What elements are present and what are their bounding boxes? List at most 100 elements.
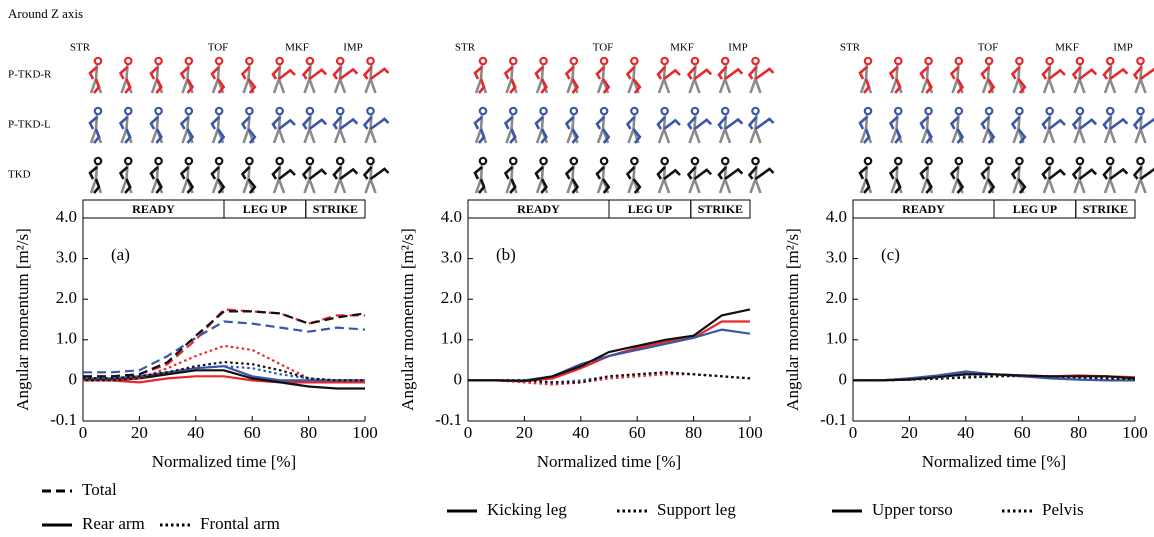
x-tick-label: 20 (901, 423, 918, 442)
figure-limb (595, 166, 611, 194)
stick-figure (88, 56, 103, 94)
figure-limb (88, 166, 101, 194)
figure-head (508, 106, 518, 116)
figure-limb (149, 116, 163, 144)
figure-limb (534, 166, 548, 194)
phase-box (1075, 199, 1136, 219)
figure-head (1105, 106, 1115, 116)
stick-figure (686, 156, 713, 194)
figure-limb (503, 66, 517, 94)
figure-head (1105, 56, 1115, 66)
figure-limb (362, 166, 390, 181)
row-label: TKD (8, 169, 31, 181)
stick-figure (1102, 106, 1129, 144)
figure-head (93, 56, 103, 66)
figure-limb (362, 116, 390, 131)
stick-figure (534, 106, 549, 144)
x-tick-label: 100 (737, 423, 763, 442)
stick-figure (919, 56, 934, 94)
figure-limb (858, 116, 871, 144)
figure-head (630, 156, 639, 166)
y-tick-label: 0 (69, 369, 78, 388)
stick-figure (179, 56, 195, 94)
figure-limb (919, 166, 933, 194)
stick-figure (625, 56, 642, 94)
figure-limb (1041, 116, 1066, 131)
y-tick-label: -0.1 (820, 410, 847, 429)
stick-figure (686, 56, 713, 94)
figure-limb (210, 166, 226, 194)
figure-limb (858, 66, 871, 94)
stick-figure (88, 156, 103, 194)
figure-limb (271, 66, 296, 81)
figure-head (154, 106, 163, 116)
legend-label: Kicking leg (487, 500, 567, 519)
event-label: STR (70, 42, 91, 54)
figure-limb (888, 166, 902, 194)
figure-limb (301, 66, 328, 81)
stick-figure (362, 106, 390, 144)
stick-figure (210, 106, 226, 144)
figure-head (214, 156, 224, 166)
data-line (468, 328, 751, 382)
y-tick-label: 2.0 (826, 288, 847, 307)
figure-head (660, 56, 669, 66)
figure-limb (179, 116, 195, 144)
stick-figure (1010, 56, 1027, 94)
figure-head (214, 106, 224, 116)
figure-limb (747, 166, 775, 181)
y-tick-label: -0.1 (50, 410, 77, 429)
figure-head (184, 56, 194, 66)
data-line (83, 369, 365, 390)
figure-limb (949, 166, 965, 194)
stick-figure (717, 56, 744, 94)
figure-limb (1132, 66, 1154, 81)
legend-label: Pelvis (1042, 500, 1084, 519)
figure-head (123, 156, 133, 166)
figure-limb (1041, 66, 1066, 81)
figure-head (478, 106, 488, 116)
x-tick-label: 60 (629, 423, 646, 442)
figure-head (1075, 56, 1085, 66)
event-label: MKF (670, 42, 694, 54)
figure-head (954, 156, 964, 166)
figure-head (954, 56, 964, 66)
figure-head (366, 156, 375, 166)
phase-box (690, 199, 751, 219)
figure-head (305, 56, 315, 66)
figure-limb (919, 66, 933, 94)
figure-limb (717, 116, 744, 131)
stick-figure (1041, 56, 1066, 94)
event-label: IMP (1113, 42, 1133, 54)
figure-head (1045, 56, 1054, 66)
x-tick-label: 80 (1070, 423, 1087, 442)
figure-limb (301, 116, 328, 131)
figure-head (751, 56, 760, 66)
figure-limb (919, 116, 933, 144)
figure-limb (1102, 66, 1129, 81)
event-label: STR (840, 42, 861, 54)
stick-figure (1132, 106, 1154, 144)
stick-figure (949, 156, 965, 194)
row-label: P-TKD-R (8, 69, 52, 81)
figure-head (751, 156, 760, 166)
x-tick-label: 60 (244, 423, 261, 442)
figure-head (335, 106, 345, 116)
stick-figure (595, 56, 611, 94)
stick-figure (564, 56, 580, 94)
stick-figure (717, 106, 744, 144)
x-tick-label: 0 (79, 423, 88, 442)
data-line (468, 308, 751, 383)
stick-figure (332, 106, 359, 144)
figure-limb (332, 166, 359, 181)
figure-head (245, 156, 254, 166)
stick-figure (473, 106, 488, 144)
figure-limb (1071, 66, 1098, 81)
figure-head (1045, 156, 1054, 166)
x-tick-label: 0 (464, 423, 473, 442)
stick-figure (564, 106, 580, 144)
phase-label: LEG UP (1013, 202, 1057, 216)
stick-figure (534, 56, 549, 94)
figure-limb (179, 166, 195, 194)
figure-limb (271, 166, 296, 181)
